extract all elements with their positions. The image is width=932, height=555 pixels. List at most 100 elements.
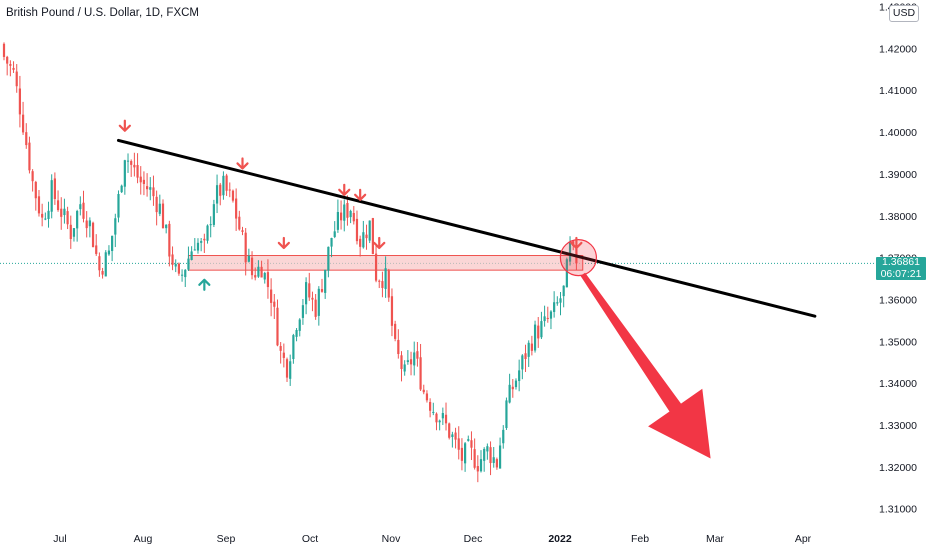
candle-body	[196, 242, 200, 251]
x-tick-label: Feb	[631, 533, 649, 545]
x-tick-label: Jul	[53, 533, 66, 545]
candle-body	[438, 420, 441, 423]
candle-body	[34, 181, 37, 199]
candle-body	[133, 164, 136, 168]
current-price-label: 1.36861 06:07:21	[876, 256, 926, 280]
candle-body	[180, 274, 184, 276]
candle-body	[556, 302, 559, 304]
down-arrow-marker	[236, 157, 249, 170]
candle-body	[56, 200, 60, 211]
candle-body	[146, 186, 149, 190]
forecast-arrow[interactable]	[580, 272, 711, 459]
candle-body	[91, 222, 95, 248]
candle-body	[107, 250, 111, 255]
candle-body	[368, 220, 371, 241]
up-arrow-marker	[198, 278, 211, 291]
candle-body	[152, 187, 155, 197]
candle-body	[568, 242, 572, 262]
candle-body	[320, 289, 324, 292]
candle-body	[308, 283, 311, 298]
x-tick-label: Aug	[134, 533, 153, 545]
candle-body	[165, 224, 168, 229]
candle-body	[409, 359, 413, 365]
y-tick-label: 1.35000	[879, 336, 917, 348]
candle-body	[521, 355, 524, 370]
y-tick-label: 1.32000	[879, 462, 917, 474]
candle-body	[168, 223, 171, 257]
candle-body	[346, 203, 349, 218]
candle-body	[111, 235, 114, 251]
candle-body	[72, 228, 76, 237]
candle-body	[416, 351, 419, 359]
candle-body	[21, 114, 25, 133]
candle-body	[394, 323, 397, 339]
candle-body	[425, 393, 429, 401]
candle-body	[524, 353, 527, 360]
candle-body	[79, 204, 82, 210]
y-tick-label: 1.31000	[879, 504, 917, 516]
y-tick-label: 1.38000	[879, 211, 917, 223]
candle-body	[374, 253, 378, 281]
candle-body	[473, 449, 476, 468]
candle-body	[260, 266, 263, 278]
candle-body	[47, 210, 50, 219]
candle-body	[355, 218, 359, 242]
trendline[interactable]	[116, 138, 817, 318]
highlight-circle[interactable]	[559, 239, 598, 277]
candle-body	[142, 179, 146, 185]
candle-body	[244, 232, 247, 263]
candle-body	[44, 218, 47, 220]
candle-body	[187, 258, 190, 270]
symbol-title[interactable]: British Pound / U.S. Dollar, 1D, FXCM	[6, 7, 200, 19]
currency-badge[interactable]: USD	[889, 5, 919, 22]
candle-body	[279, 346, 282, 351]
candle-body	[206, 225, 209, 241]
x-tick-label: Nov	[382, 533, 401, 545]
candle-body	[184, 269, 187, 278]
candle-body	[98, 256, 101, 271]
candle-body	[203, 238, 206, 241]
candle-body	[559, 298, 562, 303]
candle-body	[511, 386, 514, 390]
x-axis[interactable]: Jul Aug Sep Oct Nov Dec 2022 Feb Mar Apr	[53, 533, 811, 545]
candle-body	[330, 237, 333, 247]
candle-body	[311, 297, 314, 300]
candle-body	[31, 171, 34, 182]
candle-body	[270, 289, 273, 303]
candle-body	[53, 178, 56, 200]
candle-body	[289, 361, 292, 379]
x-tick-label: Dec	[464, 533, 483, 545]
candle-body	[530, 343, 533, 351]
candle-body	[88, 220, 91, 227]
candle-body	[460, 447, 464, 461]
bar-countdown: 06:07:21	[880, 267, 922, 280]
candle-body	[9, 64, 12, 66]
candle-body	[492, 457, 495, 463]
candle-body	[15, 71, 18, 87]
candle-body	[441, 412, 444, 419]
candle-body	[349, 210, 352, 218]
candle-body	[82, 202, 85, 219]
candle-body	[495, 459, 498, 468]
candle-body	[352, 213, 355, 222]
candle-body	[126, 160, 130, 162]
candle-body	[37, 196, 41, 214]
x-tick-label: Oct	[302, 533, 318, 545]
y-tick-label: 1.42000	[879, 43, 917, 55]
candle-body	[158, 203, 161, 214]
candle-body	[381, 281, 384, 288]
candle-body	[502, 429, 505, 444]
candle-body	[254, 275, 257, 278]
candle-body	[28, 142, 31, 171]
candle-body	[390, 296, 394, 326]
candle-body	[235, 198, 238, 219]
y-axis[interactable]: 1.31000 1.32000 1.33000 1.34000 1.35000 1.360…	[879, 2, 917, 516]
candle-body	[273, 301, 276, 307]
candle-body	[219, 184, 222, 196]
candle-body	[327, 246, 330, 271]
candle-body	[215, 185, 219, 204]
candle-body	[231, 190, 235, 201]
candle-body	[305, 282, 308, 305]
